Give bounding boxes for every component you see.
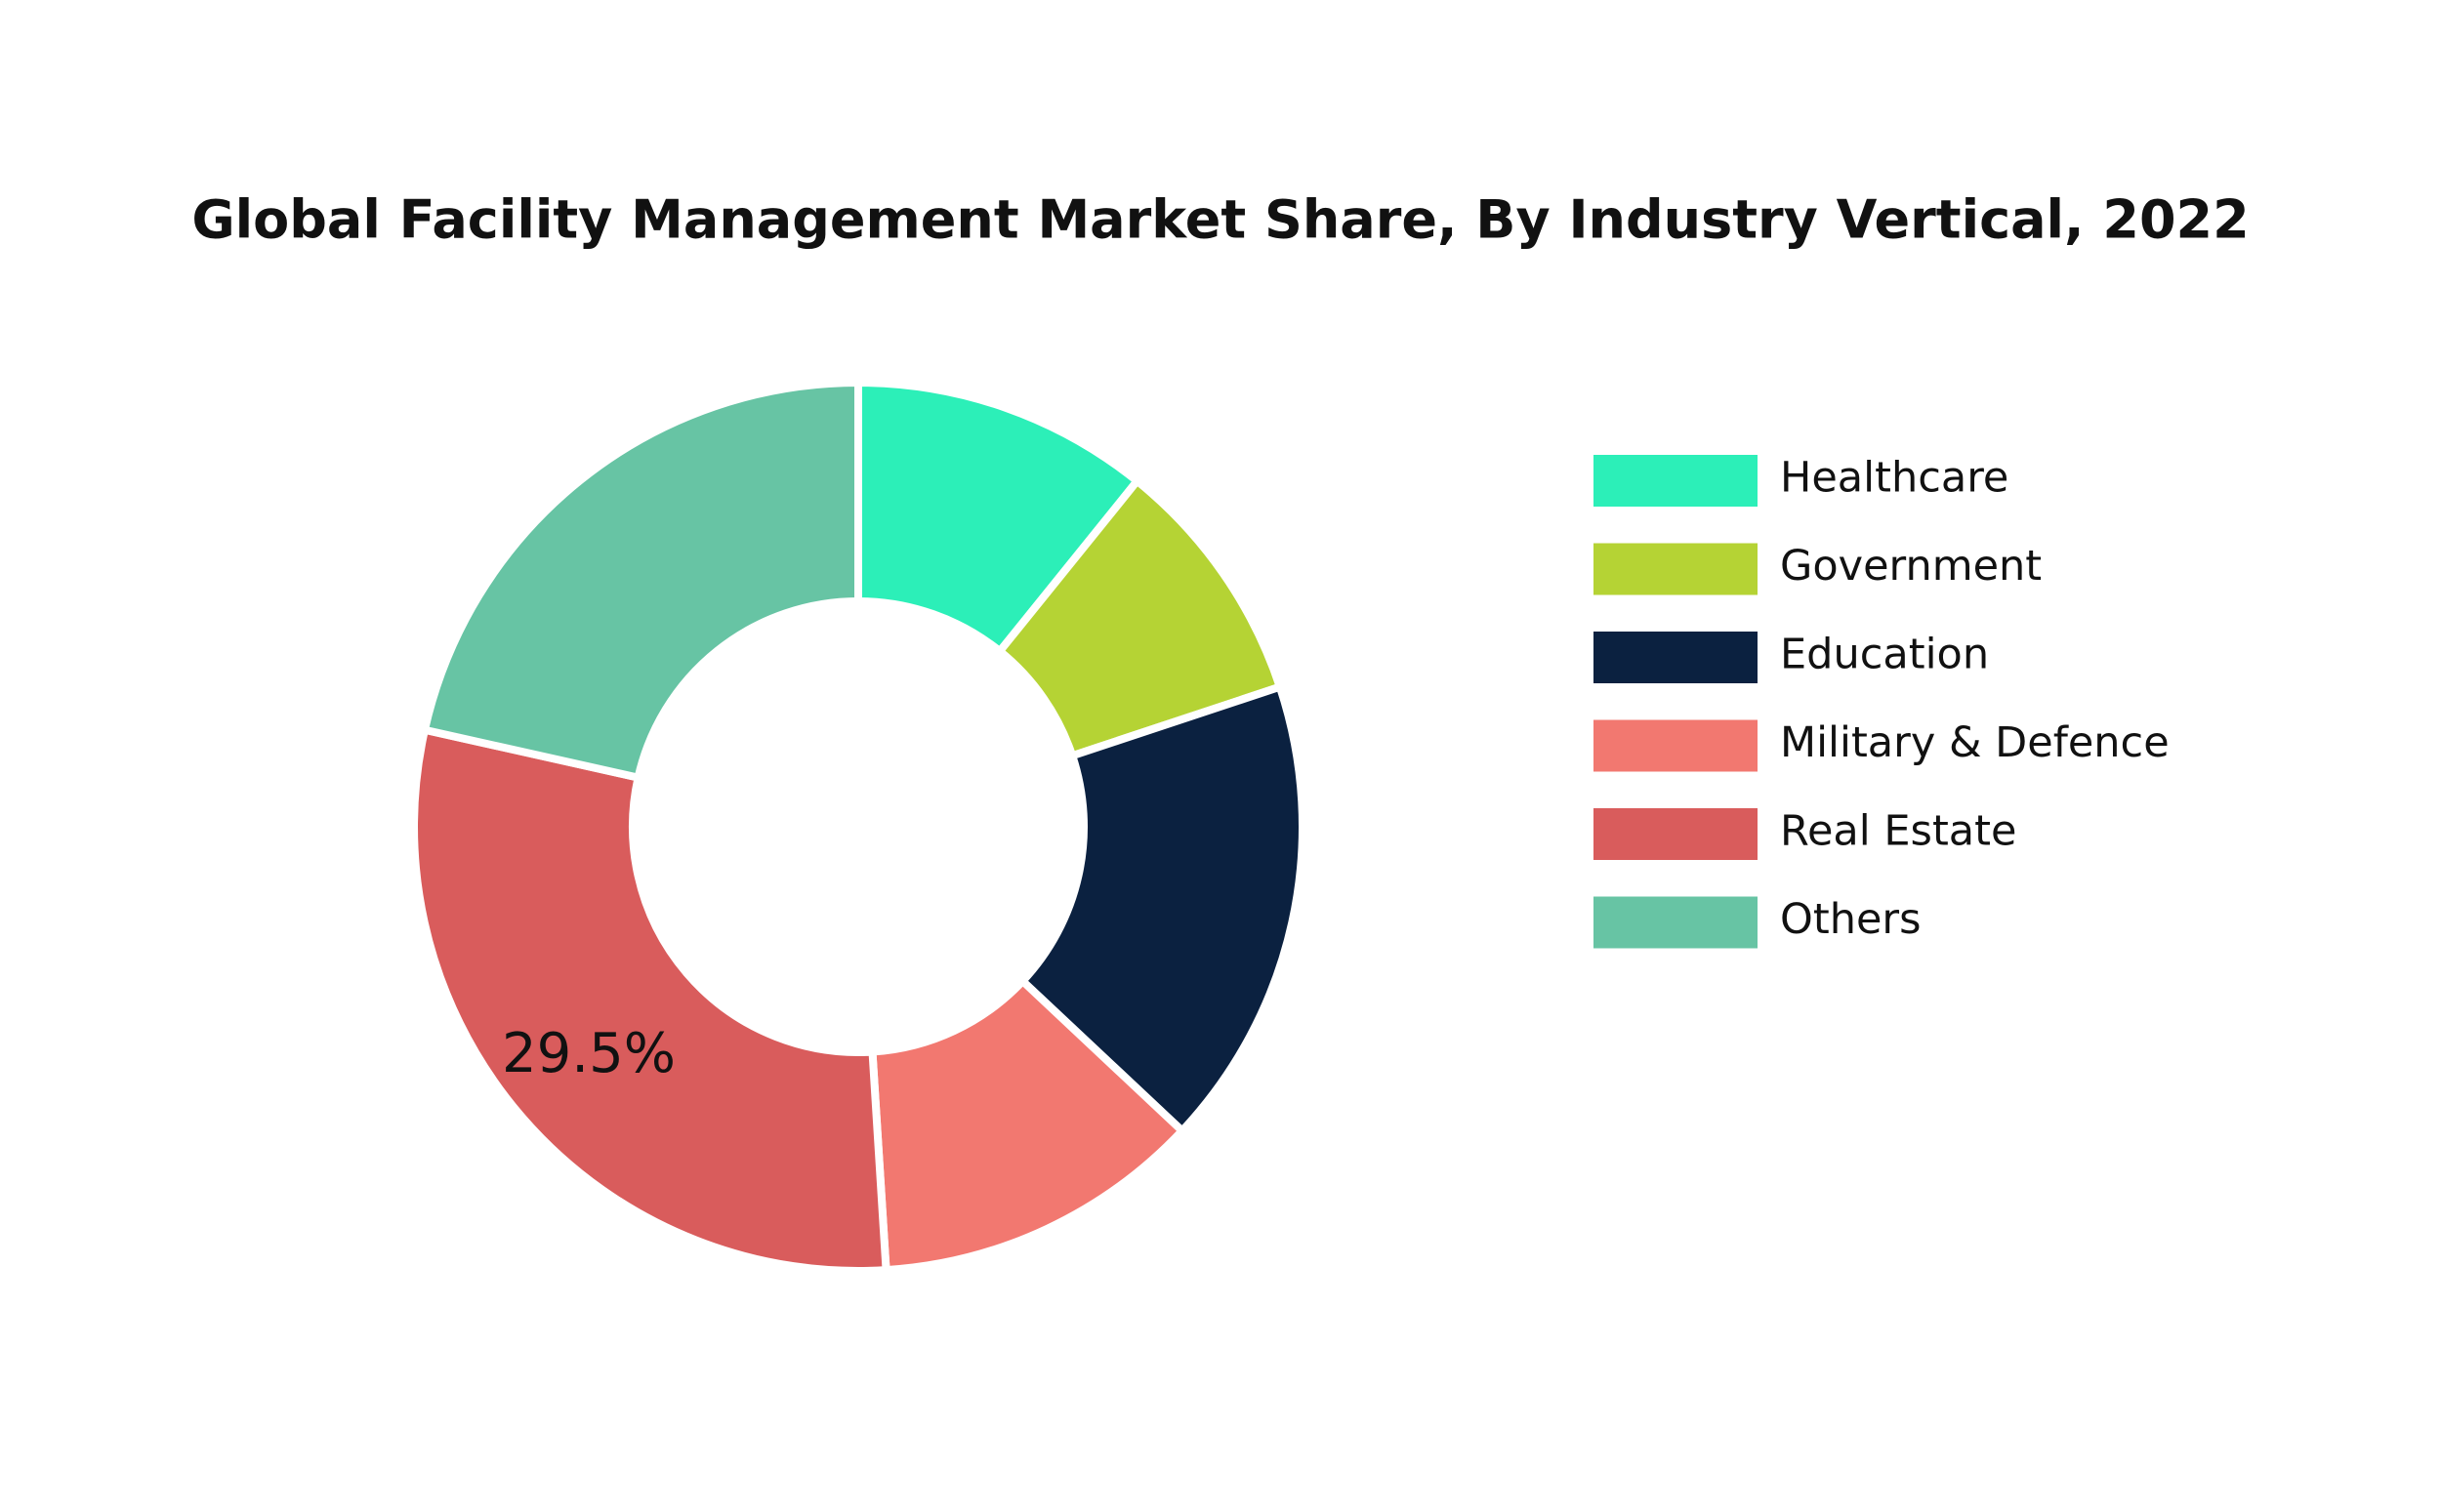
slice	[420, 378, 862, 783]
legend-swatch	[1593, 896, 1758, 949]
legend-swatch	[1593, 455, 1758, 507]
slice	[854, 378, 1143, 657]
legend-label: Government	[1780, 542, 2042, 591]
legend-swatch	[1593, 719, 1758, 772]
legend-label: Others	[1780, 895, 1922, 944]
slice	[410, 724, 890, 1275]
legend-swatch	[1593, 543, 1758, 595]
slice	[868, 975, 1188, 1275]
legend-swatch	[1593, 808, 1758, 860]
legend-label: Military & Defence	[1780, 718, 2170, 767]
value-label: 29.5%	[502, 1022, 676, 1085]
legend-swatch	[1593, 632, 1758, 683]
legend-label: Real Estate	[1780, 807, 2016, 856]
legend-label: Education	[1780, 631, 1989, 679]
legend-label: Healthcare	[1780, 454, 2008, 503]
chart-title: Global Facility Management Market Share,…	[191, 189, 2249, 251]
slice	[1016, 681, 1306, 1137]
